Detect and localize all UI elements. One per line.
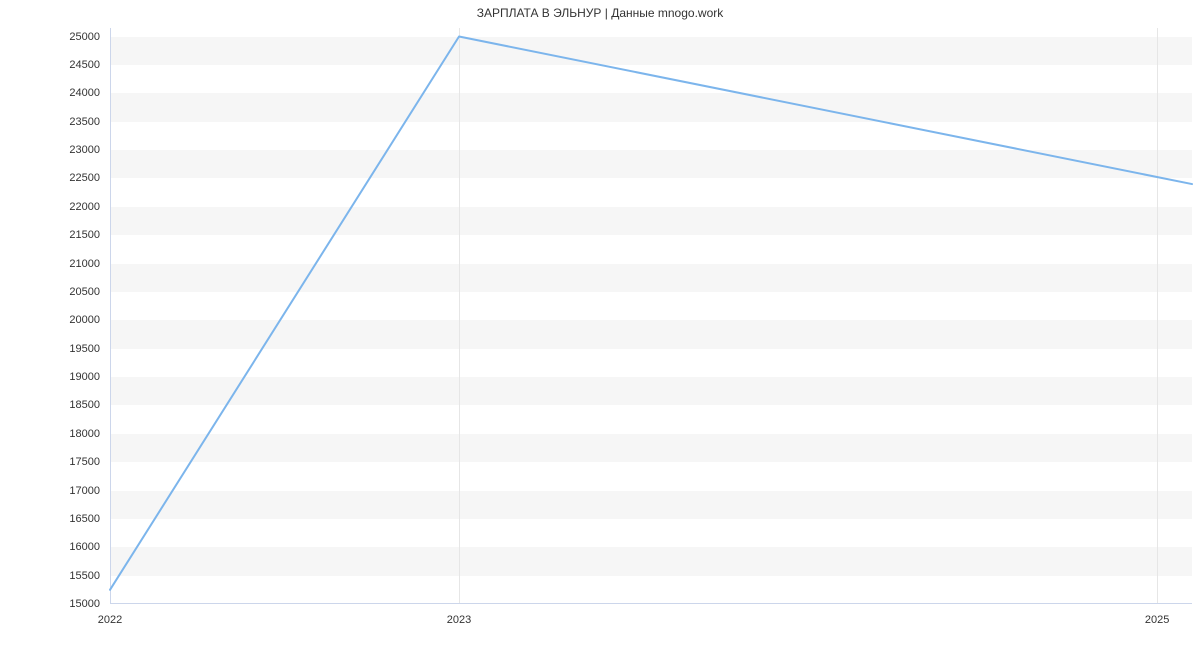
y-tick-label: 22500 [69, 172, 110, 184]
x-tick-label: 2023 [447, 604, 471, 626]
y-tick-label: 21500 [69, 229, 110, 241]
plot-area: 1500015500160001650017000175001800018500… [110, 28, 1192, 604]
y-tick-label: 19000 [69, 371, 110, 383]
y-tick-label: 16000 [69, 541, 110, 553]
y-tick-label: 20500 [69, 286, 110, 298]
chart-title: ЗАРПЛАТА В ЭЛЬНУР | Данные mnogo.work [0, 6, 1200, 20]
y-tick-label: 19500 [69, 343, 110, 355]
y-tick-label: 24000 [69, 87, 110, 99]
y-tick-label: 24500 [69, 59, 110, 71]
x-tick-label: 2022 [98, 604, 122, 626]
y-tick-label: 25000 [69, 31, 110, 43]
y-tick-label: 17500 [69, 456, 110, 468]
y-tick-label: 23500 [69, 116, 110, 128]
y-tick-label: 18500 [69, 399, 110, 411]
chart-container: ЗАРПЛАТА В ЭЛЬНУР | Данные mnogo.work 15… [0, 0, 1200, 650]
y-tick-label: 20000 [69, 314, 110, 326]
x-tick-label: 2025 [1145, 604, 1169, 626]
y-tick-label: 16500 [69, 513, 110, 525]
y-tick-label: 21000 [69, 258, 110, 270]
y-tick-label: 18000 [69, 428, 110, 440]
y-tick-label: 22000 [69, 201, 110, 213]
y-tick-label: 17000 [69, 485, 110, 497]
series-salary [110, 28, 1192, 604]
y-tick-label: 15500 [69, 570, 110, 582]
y-tick-label: 23000 [69, 144, 110, 156]
